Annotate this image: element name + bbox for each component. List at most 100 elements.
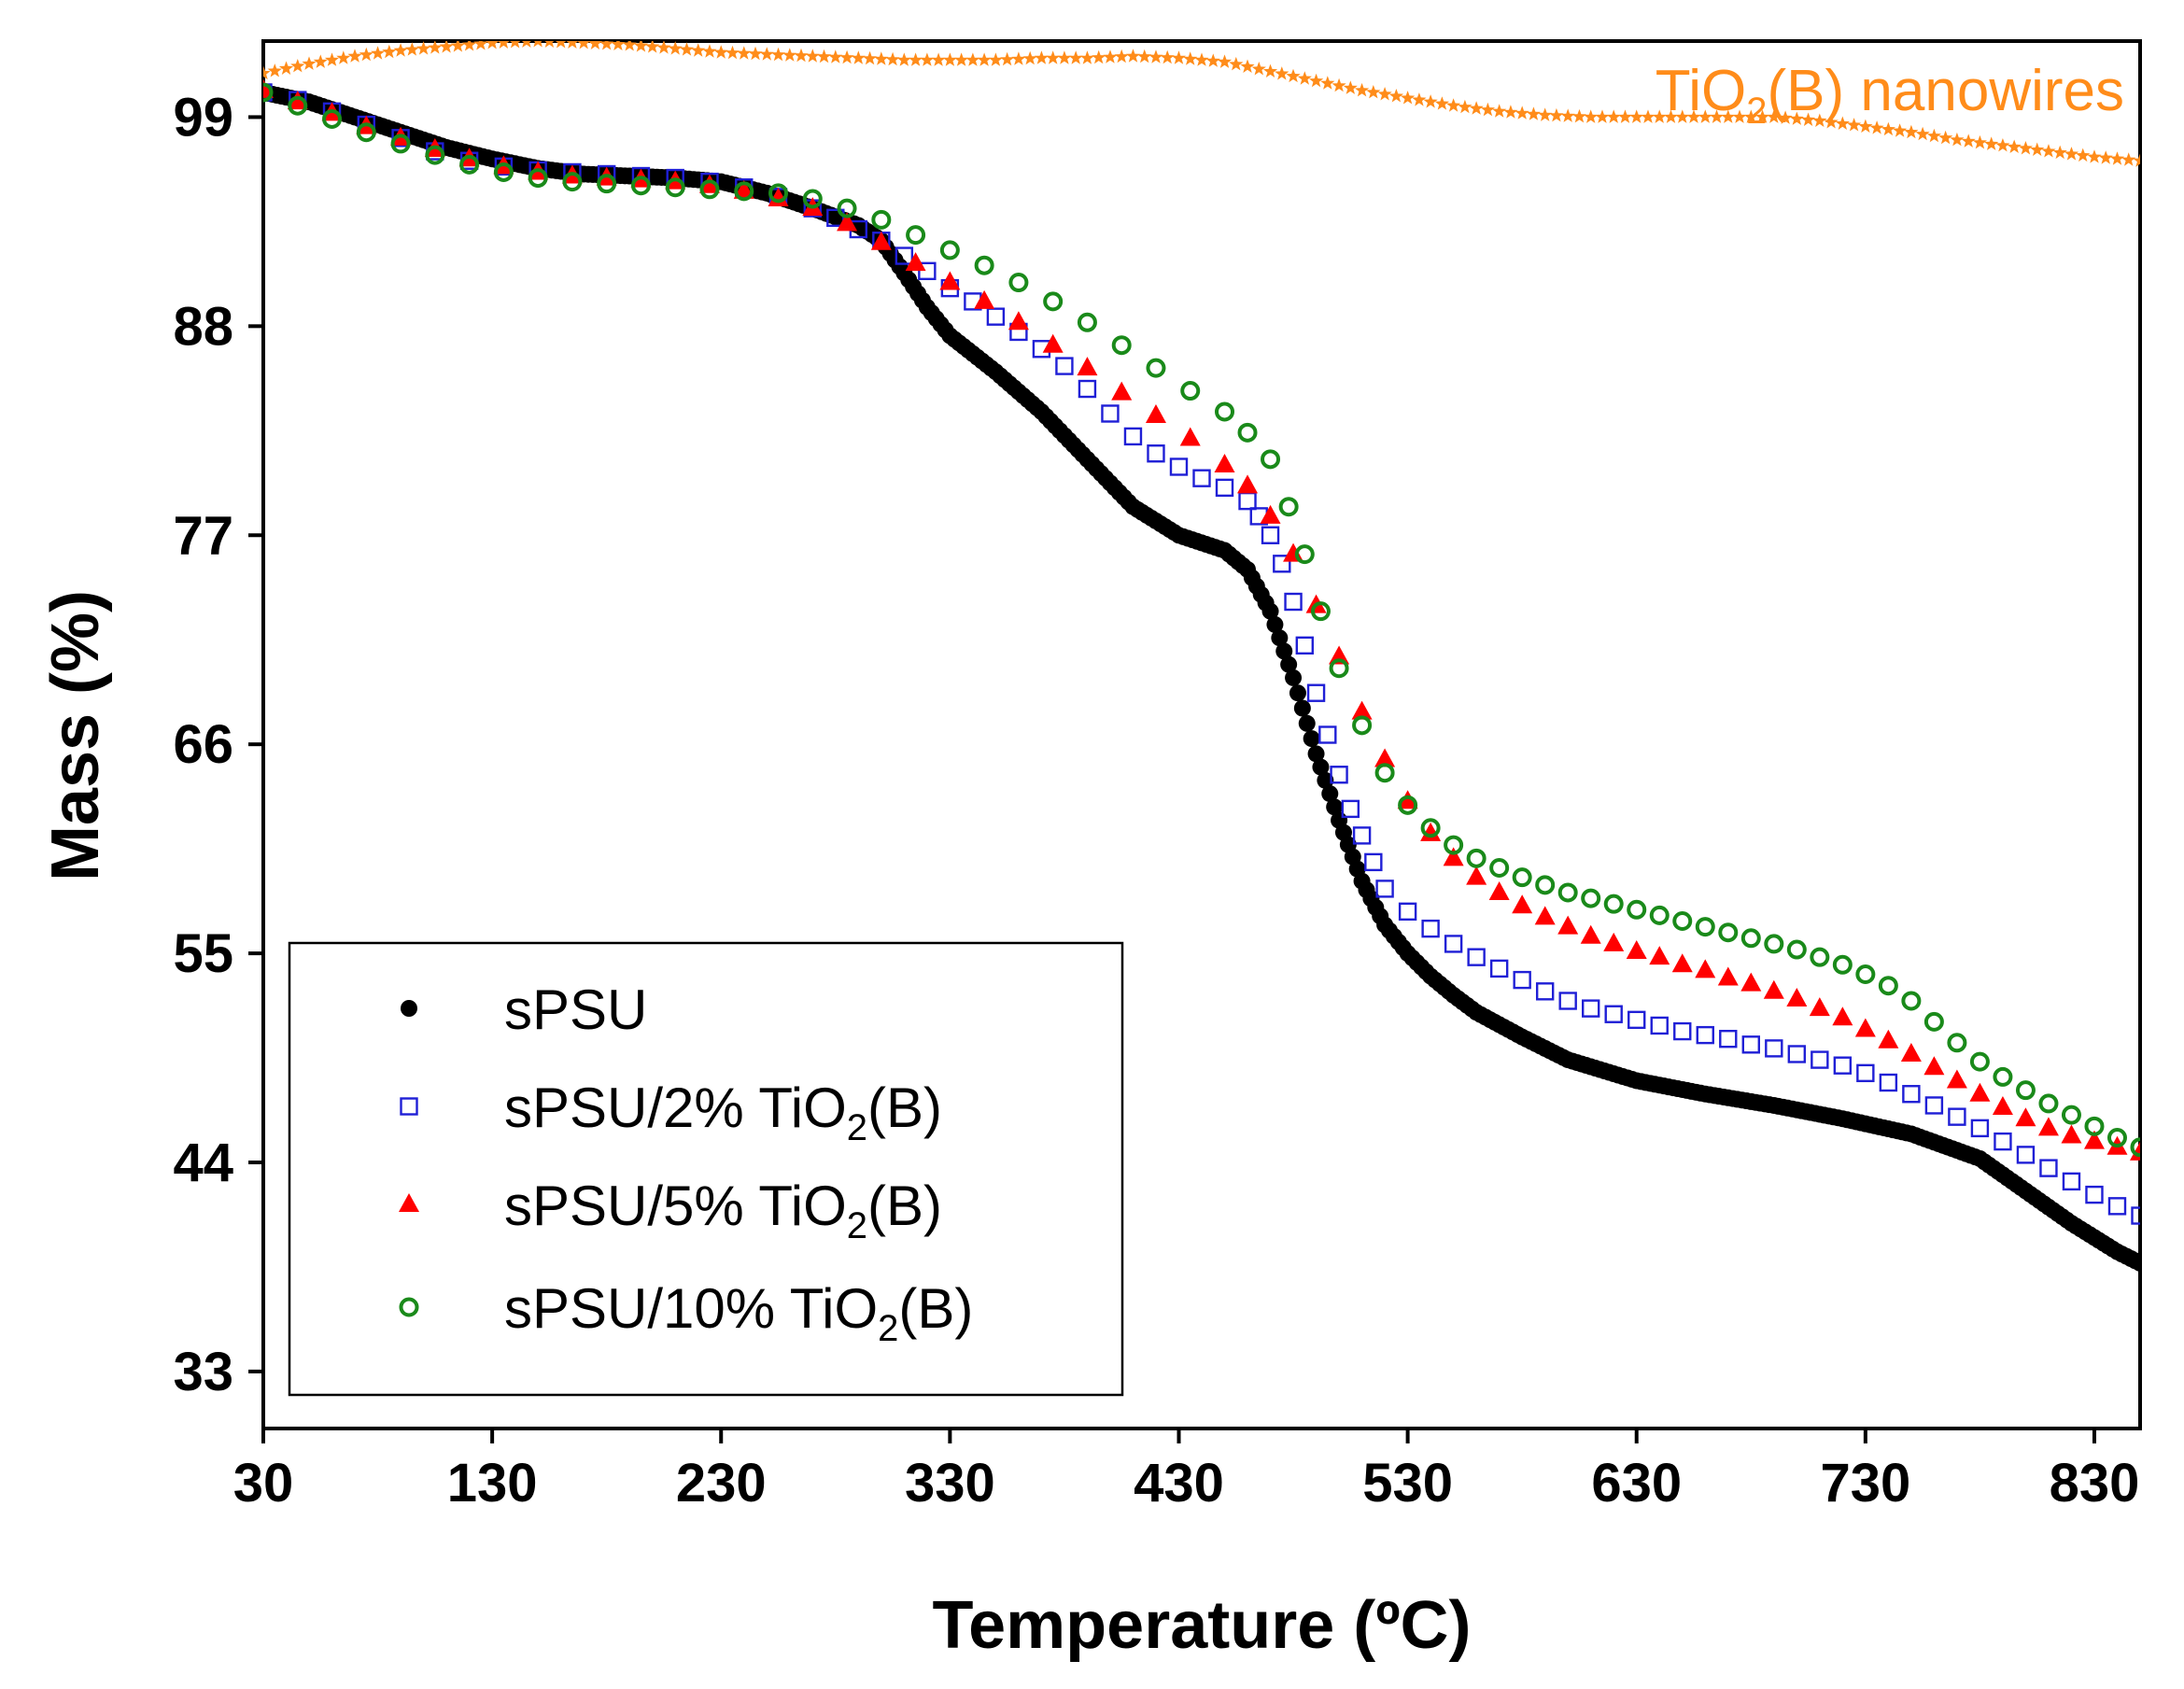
tio2-b-nanowires-point [2109,151,2125,165]
spsu-10-tio2-b-point [1310,601,1331,622]
spsu-point [2132,1254,2140,1272]
spsu-10-tio2-b-point [871,209,892,230]
tio2-b-nanowires-point [555,41,567,49]
tio2-b-nanowires-point [1458,99,1472,114]
spsu-5-tio2-b-point [1179,427,1201,446]
spsu-10-tio2-b-point [1180,381,1201,401]
tio2-b-nanowires-point [1995,138,2010,152]
tio2-b-nanowires-point [1904,124,1919,139]
spsu-10-tio2-b-point [1947,1033,1967,1053]
nanowires-annotation: TiO2(B) nanowires [1656,59,2124,132]
tio2-b-nanowires-point [977,52,992,66]
tio2-b-nanowires-point [533,41,542,48]
spsu-2-tio2-b-point [1924,1096,1944,1115]
spsu-10-tio2-b-point [939,240,960,260]
spsu-10-tio2-b-point [630,176,651,196]
y-tick-label: 99 [173,87,233,148]
spsu-2-tio2-b-point [2085,1185,2104,1204]
spsu-10-tio2-b-point [1398,795,1418,815]
tio2-b-nanowires-point [278,61,294,75]
spsu-10-tio2-b-point [2038,1093,2059,1114]
tio2-b-nanowires-point [851,50,866,64]
tio2-b-nanowires-point [794,48,809,63]
spsu-2-tio2-b-point [1295,636,1315,655]
legend-item-spsu-10-tio2-b: sPSU/10% TiO2(B) [399,1277,973,1349]
plot-frame [261,39,2142,1430]
tio2-b-nanowires-point [713,45,728,59]
spsu-10-tio2-b-point [1374,763,1395,783]
tio2-b-nanowires-point [748,46,763,61]
tio2-b-nanowires-point [1217,54,1233,68]
y-tick-label: 44 [173,1133,233,1193]
spsu-10-tio2-b-point [1786,939,1807,960]
tio2-b-nanowires-point [263,65,271,80]
tio2-b-nanowires-point [1251,62,1266,76]
spsu-2-tio2-b-point [1696,1025,1714,1045]
spsu-10-tio2-b-point [665,177,685,198]
y-tick-label: 33 [173,1342,233,1402]
spsu-5-tio2-b-point [1420,822,1442,841]
legend-label: sPSU/5% TiO2(B) [504,1175,942,1246]
spsu-10-tio2-b-point [1352,715,1373,736]
spsu-5-tio2-b-point [1695,959,1716,978]
spsu-10-tio2-b-point [1764,934,1784,954]
spsu-5-tio2-b-point [1649,946,1670,965]
spsu-5-tio2-b-point [1626,940,1647,960]
tio2-b-nanowires-point [1984,136,1999,150]
tio2-b-nanowires-point [462,41,477,51]
tio2-b-nanowires-point [1709,109,1725,123]
tio2-b-nanowires-point [1114,49,1129,63]
tio2-b-nanowires-point [1926,128,1941,143]
tio2-b-nanowires-point [737,46,752,60]
tio2-b-nanowires-point [1286,68,1301,83]
spsu-5-tio2-b-point [2083,1130,2105,1149]
tio2-b-nanowires-point [544,41,555,48]
tio2-b-nanowires-point [347,49,362,63]
spsu-5-tio2-b-point [1763,979,1784,999]
tio2-b-nanowires-point [1824,115,1839,129]
spsu-5-tio2-b-point [1557,915,1579,935]
spsu-5-tio2-b-point [1329,645,1350,665]
tio2-b-nanowires-point [1092,49,1106,64]
spsu-2-tio2-b-point [1238,491,1257,511]
tio2-b-nanowires-point [1160,49,1175,64]
spsu-5-tio2-b-point [2061,1124,2082,1144]
spsu-2-tio2-b-point [1627,1010,1646,1030]
spsu-10-tio2-b-point [837,198,857,218]
spsu-10-tio2-b-point [1672,910,1693,931]
tio2-b-nanowires-point [1205,53,1220,67]
legend-item-spsu-5-tio2-b: sPSU/5% TiO2(B) [399,1175,942,1246]
tio2-b-nanowires-point [1125,49,1141,63]
tio2-b-nanowires-point [1309,73,1324,88]
tio2-b-nanowires-point [1961,134,1976,148]
tio2-b-nanowires-point [509,41,521,49]
spsu-2-tio2-b-point [1101,404,1120,423]
spsu-5-tio2-b-point [1214,453,1235,472]
tio2-b-nanowires-point [1320,76,1335,90]
tio2-b-nanowires-point [267,63,282,77]
tio2-b-nanowires-point [473,41,488,50]
tio2-b-nanowires-point [1835,116,1850,130]
spsu-5-tio2-b-point [698,174,720,193]
spsu-2-tio2-b-point [1341,799,1360,819]
spsu-5-tio2-b-point [1466,866,1487,885]
spsu-2-tio2-b-point [1398,902,1417,922]
tio2-b-nanowires-point [1893,123,1908,137]
tio2-b-nanowires-point [1732,109,1747,123]
y-tick-label: 88 [173,296,233,357]
spsu-10-tio2-b-point [1695,917,1715,937]
annotation-text: (B) nanowires [1768,59,2124,123]
spsu-point [1326,798,1344,816]
spsu-2-tio2-b-point [1604,1005,1623,1023]
tio2-b-nanowires-point [942,52,957,66]
tio2-b-nanowires-point [577,41,591,49]
spsu-10-tio2-b-point [768,183,789,204]
spsu-10-tio2-b-point [1832,954,1853,975]
tio2-b-nanowires-point [1148,49,1163,63]
spsu-2-tio2-b-point [1856,1063,1875,1083]
spsu-10-tio2-b-point [1923,1011,1944,1032]
legend-marker-triangle [399,1193,419,1212]
tio2-b-nanowires-point [954,52,969,66]
spsu-10-tio2-b-point [1278,497,1299,517]
tio2-b-nanowires-point [1171,50,1187,64]
